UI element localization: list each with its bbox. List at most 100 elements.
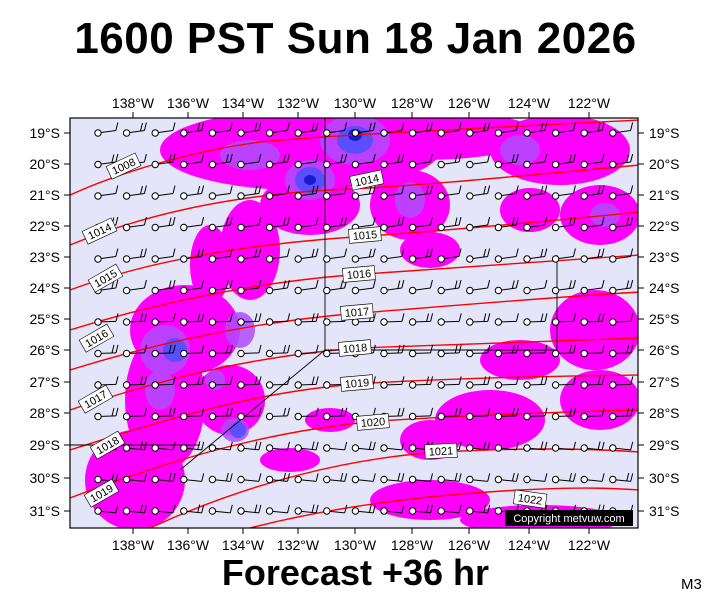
wind-barb — [437, 472, 462, 484]
wind-barb — [237, 504, 262, 515]
wind-barb — [294, 441, 319, 452]
wind-barb — [265, 279, 290, 295]
wind-barb — [208, 441, 233, 452]
isobar-label: 1019 — [340, 374, 374, 392]
wind-barb — [323, 472, 348, 484]
wind-barb — [323, 407, 348, 421]
wind-barb — [466, 153, 491, 169]
wind-barb — [551, 376, 577, 389]
wind-barb — [122, 344, 148, 358]
wind-barb — [408, 122, 433, 137]
wind-barb — [208, 376, 233, 389]
wind-barb — [523, 279, 548, 295]
wind-barb — [494, 407, 519, 421]
lon-label: 136°W — [167, 95, 210, 111]
wind-barb — [180, 441, 205, 452]
wind-barb — [523, 344, 548, 358]
lat-label: 24°S — [649, 280, 680, 296]
wind-barb — [294, 248, 319, 263]
wind-barb — [408, 313, 434, 326]
wind-barb — [237, 216, 262, 232]
wind-barb — [437, 407, 462, 421]
precipitation-layer — [85, 118, 638, 528]
wind-barb — [523, 248, 548, 263]
isobar-label: 1017 — [340, 303, 374, 321]
wind-barb — [294, 376, 319, 389]
lon-label: 134°W — [222, 95, 265, 111]
longitude-labels-bottom: 138°W 136°W 134°W 132°W 130°W 128°W 126°… — [112, 537, 611, 553]
wind-barb — [494, 313, 519, 326]
wind-barb — [551, 185, 576, 200]
lat-label: 21°S — [29, 187, 60, 203]
wind-barb — [294, 185, 319, 200]
wind-barb — [151, 153, 176, 169]
svg-text:1022: 1022 — [517, 492, 543, 507]
wind-barb — [466, 185, 491, 200]
wind-barb — [380, 279, 405, 295]
wind-barb — [151, 313, 176, 326]
wind-barb — [580, 248, 605, 263]
wind-barb — [466, 122, 491, 137]
wind-barb — [380, 153, 405, 169]
wind-barb — [609, 279, 634, 295]
wind-barb — [180, 185, 205, 200]
wind-barb — [351, 279, 376, 295]
wind-barb — [580, 376, 605, 389]
wind-barb — [408, 279, 433, 295]
wind-barb — [122, 185, 147, 200]
wind-barb — [151, 376, 176, 389]
wind-barb — [351, 441, 376, 452]
lon-label: 130°W — [334, 95, 377, 111]
wind-barb — [208, 472, 233, 484]
lon-label: 138°W — [112, 95, 155, 111]
wind-barb — [380, 216, 405, 232]
wind-barb — [208, 185, 233, 200]
wind-barb — [580, 216, 605, 232]
latitude-ticks — [64, 132, 644, 512]
wind-barb — [180, 248, 205, 263]
wind-barb — [466, 313, 491, 326]
lat-label: 22°S — [649, 218, 680, 234]
lon-label: 124°W — [508, 95, 551, 111]
wind-barb — [523, 153, 548, 169]
wind-barb — [151, 185, 176, 200]
wind-barb — [208, 248, 233, 263]
wind-barb — [551, 248, 576, 263]
wind-barb — [323, 279, 348, 295]
wind-barb — [122, 122, 147, 137]
wind-barb — [494, 344, 519, 358]
wind-barb — [494, 441, 519, 452]
wind-barb — [408, 473, 433, 484]
wind-barb — [323, 248, 348, 263]
wind-barb — [265, 122, 290, 137]
isobar-label: 1020 — [356, 413, 390, 431]
wind-barb — [609, 376, 634, 389]
wind-barb — [94, 153, 119, 169]
lon-label: 132°W — [277, 95, 320, 111]
wind-barb — [294, 279, 319, 295]
wind-barb — [323, 185, 348, 200]
wind-barb — [380, 441, 405, 452]
wind-barb — [237, 313, 262, 326]
isobar-label: 1016 — [342, 265, 376, 283]
lon-label: 130°W — [334, 537, 377, 553]
wind-barb — [437, 216, 462, 232]
wind-barb — [437, 376, 462, 389]
wind-barb — [122, 279, 147, 295]
wind-barb — [494, 376, 519, 389]
wind-barb — [408, 248, 433, 263]
lat-label: 30°S — [29, 470, 60, 486]
wind-barb — [609, 185, 634, 200]
wind-barb — [122, 376, 148, 389]
wind-barb — [94, 122, 119, 137]
wind-barb — [551, 153, 576, 169]
lat-label: 27°S — [649, 374, 680, 390]
wind-barb — [609, 313, 634, 326]
wind-barb — [208, 216, 233, 232]
lat-label: 28°S — [649, 405, 680, 421]
wind-barb — [551, 279, 576, 295]
wind-barb — [208, 504, 233, 515]
wind-barb — [380, 504, 405, 515]
lon-label: 122°W — [568, 95, 611, 111]
lat-label: 24°S — [29, 280, 60, 296]
